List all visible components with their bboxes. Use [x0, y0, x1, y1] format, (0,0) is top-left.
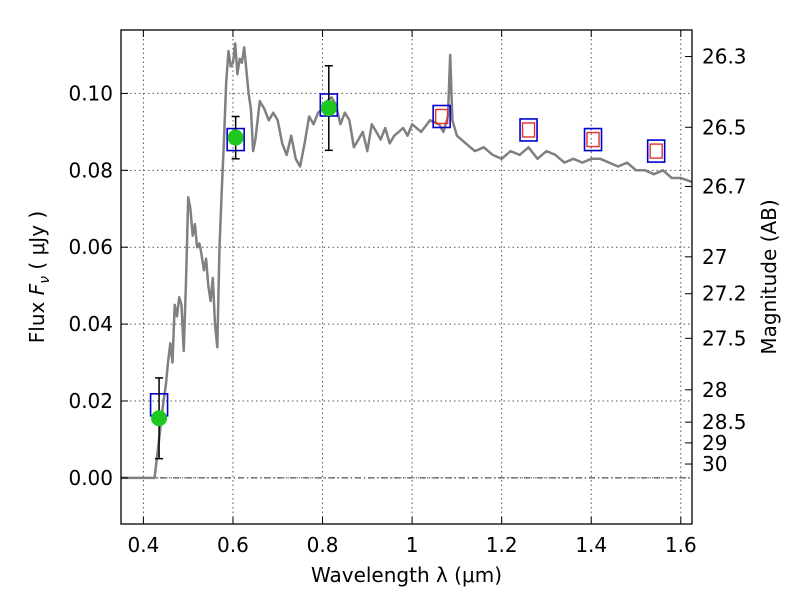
x-tick-label: 0.4: [127, 533, 159, 557]
axes-frame: [120, 29, 693, 525]
observed-flux-point: [227, 129, 244, 146]
magnitude-tick-label: 27.5: [702, 326, 747, 350]
magnitude-tick-label: 26.7: [702, 174, 747, 198]
y-tick-label: 0.00: [68, 466, 113, 490]
model-photometry-box: [519, 118, 538, 142]
x-tick-label: 1.6: [665, 533, 697, 557]
x-tick-label: 1.2: [486, 533, 518, 557]
plot-area: [121, 42, 693, 480]
y-axis-label-subscript: ν: [37, 276, 53, 284]
x-tick-label: 0.8: [307, 533, 339, 557]
magnitude-tick-label: 28.5: [702, 410, 747, 434]
model-photometry-inner-box: [521, 122, 536, 138]
observed-flux-point: [320, 100, 337, 117]
magnitude-tick-label: 26.3: [702, 45, 747, 69]
right-axis-label: Magnitude (AB): [757, 199, 781, 354]
magnitude-tick-label: 29: [702, 431, 727, 455]
y-axis-label-symbol: F: [25, 283, 49, 295]
y-axis-label-suffix: ( μJy ): [25, 211, 49, 276]
magnitude-tick-label: 30: [702, 452, 727, 476]
x-tick-label: 1: [406, 533, 419, 557]
magnitude-tick-label: 26.5: [702, 115, 747, 139]
observed-flux-point: [151, 410, 168, 427]
y-axis-label: Flux Fν ( μJy ): [25, 211, 53, 343]
model-photometry-inner-box: [586, 131, 600, 148]
y-tick-label: 0.06: [68, 235, 113, 259]
y-tick-label: 0.10: [68, 81, 113, 105]
y-tick-label: 0.04: [68, 312, 113, 336]
model-photometry-inner-box: [649, 143, 663, 159]
model-spectrum-line: [121, 42, 693, 480]
y-tick-label: 0.08: [68, 158, 113, 182]
model-photometry-box: [583, 127, 603, 152]
magnitude-tick-label: 28: [702, 378, 727, 402]
magnitude-tick-label: 27: [702, 245, 727, 269]
x-axis-label: Wavelength λ (μm): [311, 563, 502, 587]
model-photometry-box: [646, 139, 666, 163]
y-tick-label: 0.02: [68, 389, 113, 413]
magnitude-tick-label: 27.2: [702, 282, 747, 306]
model-photometry-box: [432, 104, 451, 129]
y-axis-label-prefix: Flux: [25, 295, 49, 343]
model-photometry-inner-box: [434, 108, 449, 125]
x-tick-label: 0.6: [217, 533, 249, 557]
axis-ticks: 0.4 0.6 0.8 1 1.2 1.4 1.6 0.00 0.02 0.04 0.06 0.08 0…: [68, 30, 747, 557]
x-tick-label: 1.4: [575, 533, 607, 557]
